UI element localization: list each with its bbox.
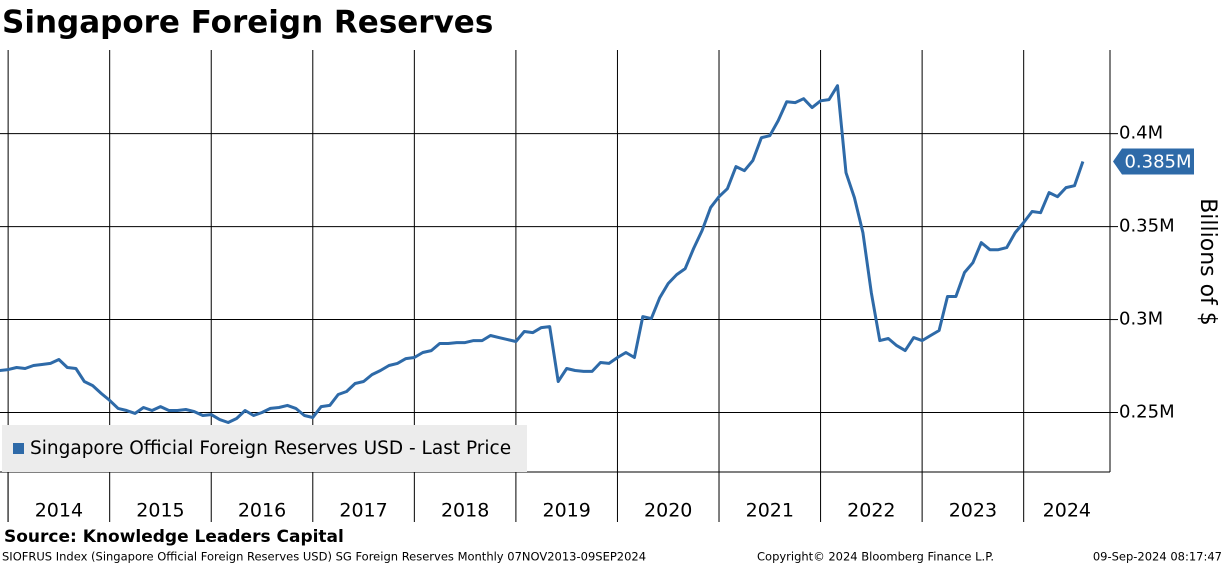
footer-left: SIOFRUS Index (Singapore Official Foreig… <box>2 550 646 564</box>
x-tick-label: 2016 <box>238 500 286 522</box>
y-axis-label: Billions of $ <box>1195 198 1220 326</box>
x-tick-label: 2014 <box>35 500 83 522</box>
series-line <box>0 84 1085 424</box>
last-price-tag <box>1113 148 1194 175</box>
y-tick-label: 0.3M <box>1119 309 1163 330</box>
legend-box <box>2 425 527 472</box>
last-price-label: 0.385M <box>1124 152 1191 173</box>
x-tick-label: 2018 <box>441 500 489 522</box>
x-tick-label: 2022 <box>847 500 895 522</box>
footer-right: 09-Sep-2024 08:17:47 <box>1093 550 1222 564</box>
y-tick-label: 0.4M <box>1119 123 1163 144</box>
x-tick-label: 2021 <box>746 500 794 522</box>
legend-swatch <box>13 443 24 454</box>
y-tick-label: 0.25M <box>1119 402 1175 423</box>
y-tick-label: 0.35M <box>1119 216 1175 237</box>
footer-center: Copyright© 2024 Bloomberg Finance L.P. <box>757 550 994 564</box>
x-tick-label: 2023 <box>949 500 997 522</box>
source: Source: Knowledge Leaders Capital <box>4 527 344 547</box>
x-tick-label: 2015 <box>136 500 184 522</box>
x-tick-label: 2017 <box>339 500 387 522</box>
x-tick-label: 2020 <box>644 500 692 522</box>
x-tick-label: 2024 <box>1043 500 1091 522</box>
chart-title: Singapore Foreign Reserves <box>2 5 493 41</box>
legend-label: Singapore Official Foreign Reserves USD … <box>30 438 511 459</box>
x-tick-label: 2019 <box>542 500 590 522</box>
